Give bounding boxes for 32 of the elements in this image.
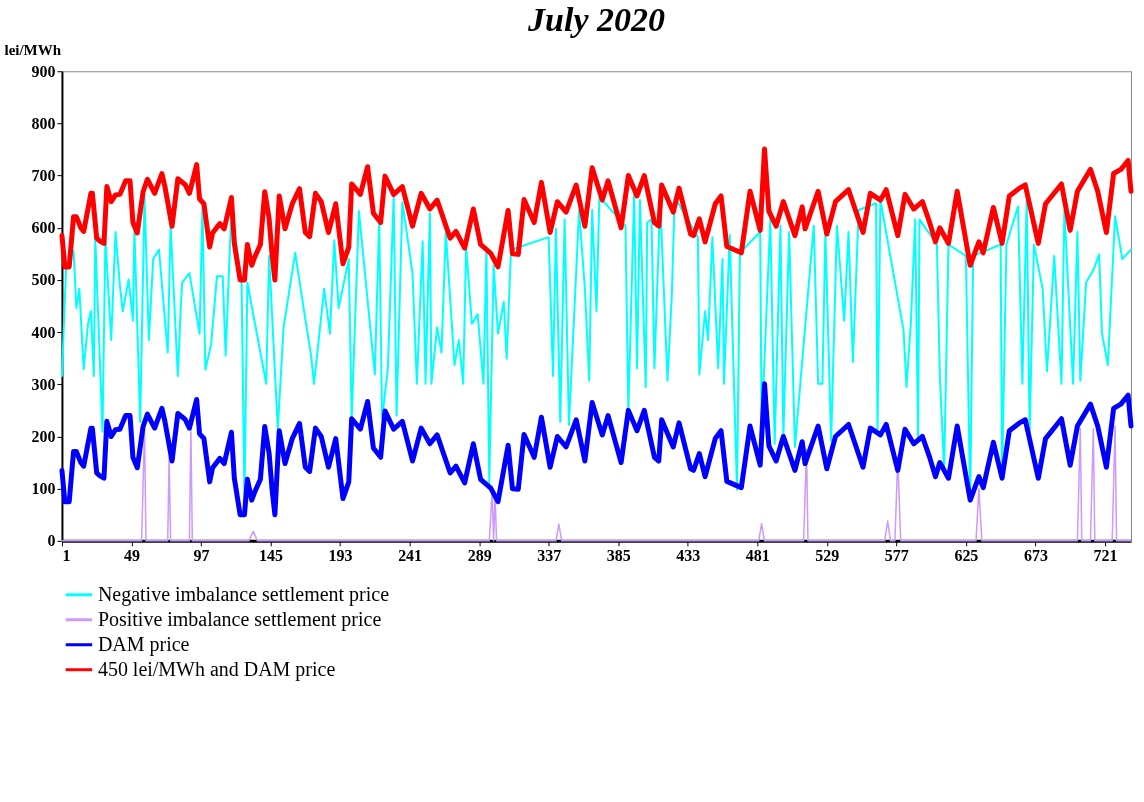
x-tick-label: 49 [123, 547, 140, 565]
y-tick-label: 600 [31, 219, 56, 237]
y-axis-title: lei/MWh [4, 41, 62, 58]
y-tick-label: 400 [31, 323, 56, 341]
y-tick-label: 200 [31, 427, 56, 445]
x-tick-label: 97 [193, 547, 210, 565]
y-tick-label: 100 [31, 480, 56, 498]
x-tick-label: 481 [745, 547, 770, 565]
x-tick-label: 193 [328, 547, 353, 565]
x-tick-label: 721 [1093, 547, 1118, 565]
y-tick-label: 800 [31, 114, 56, 132]
x-tick-label: 529 [815, 547, 840, 565]
legend-label: DAM price [97, 632, 190, 656]
x-tick-label: 145 [259, 547, 284, 565]
y-tick-label: 900 [31, 62, 56, 80]
y-tick-label: 700 [31, 167, 56, 185]
y-tick-label: 500 [31, 271, 56, 289]
x-tick-label: 337 [537, 547, 562, 565]
x-tick-label: 433 [676, 547, 701, 565]
x-tick-label: 241 [398, 547, 423, 565]
x-tick-label: 1 [62, 547, 71, 565]
legend-label: Positive imbalance settlement price [97, 607, 382, 631]
x-tick-label: 577 [884, 547, 909, 565]
x-tick-label: 673 [1023, 547, 1048, 565]
x-tick-label: 625 [954, 547, 979, 565]
chart-title: July 2020 [527, 1, 665, 39]
y-tick-label: 300 [31, 375, 56, 393]
legend-label: 450 lei/MWh and DAM price [97, 657, 336, 681]
x-tick-label: 385 [606, 547, 631, 565]
x-tick-label: 289 [467, 547, 492, 565]
y-tick-label: 0 [47, 532, 56, 550]
legend-label: Negative imbalance settlement price [97, 582, 390, 606]
